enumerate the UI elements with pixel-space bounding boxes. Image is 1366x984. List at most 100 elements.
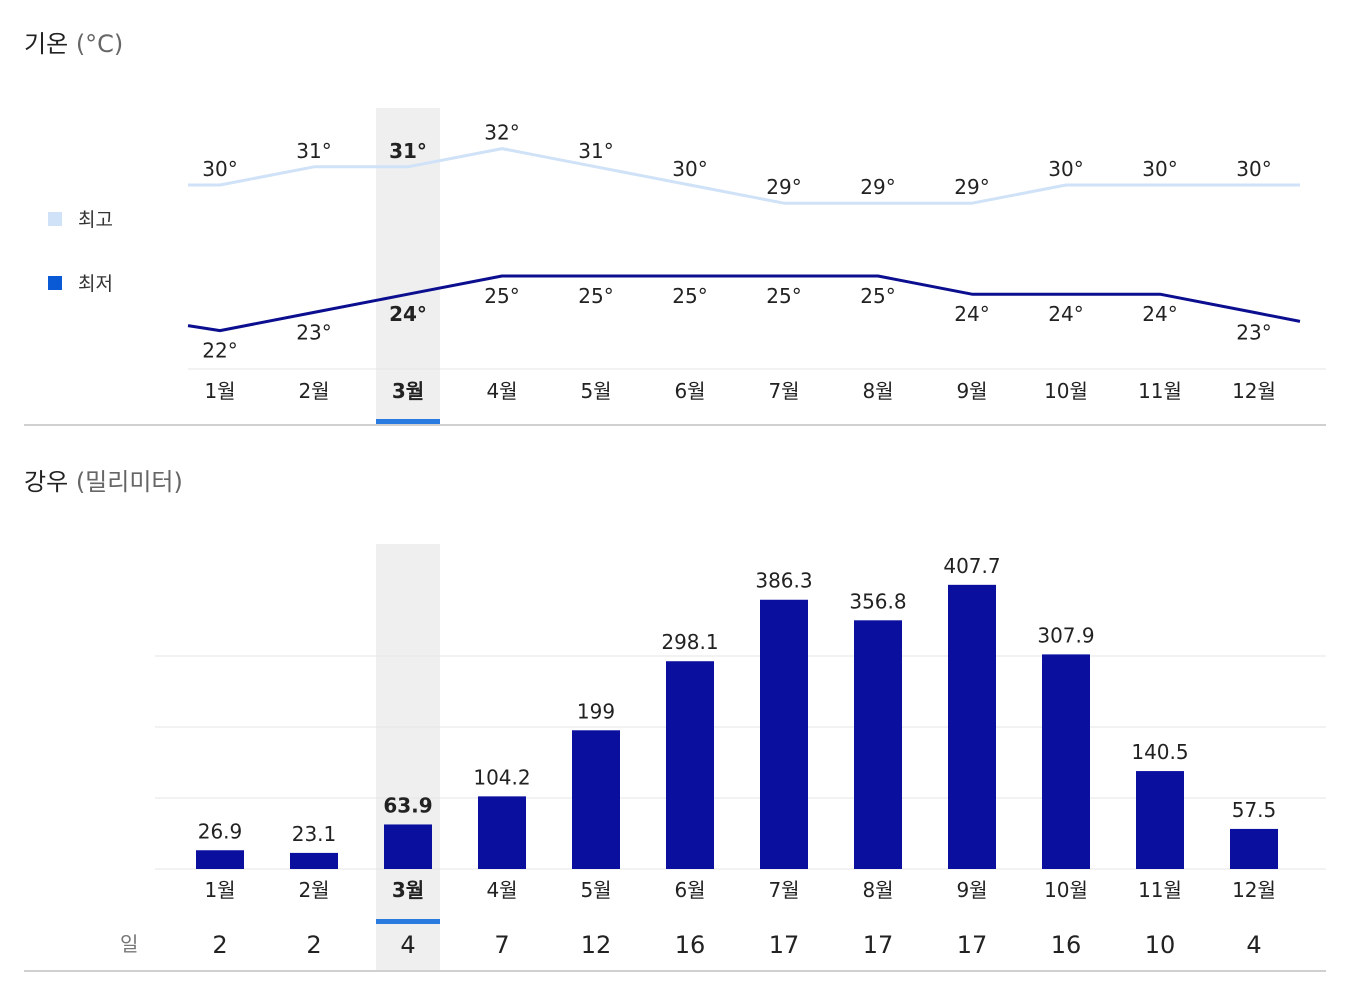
rainy-days-value: 17	[957, 931, 988, 959]
rain-month-label: 12월	[1232, 878, 1276, 902]
high-temp-label: 31°	[578, 139, 613, 163]
rainfall-title: 강우 (밀리미터)	[24, 468, 183, 496]
selected-month-indicator	[376, 919, 440, 924]
temp-month-label: 7월	[768, 379, 799, 403]
rainfall-bar	[290, 852, 338, 869]
high-temp-label: 30°	[672, 157, 707, 181]
rainfall-value-label: 356.8	[849, 589, 906, 613]
rainy-days-value: 17	[863, 931, 894, 959]
rain-month-label: 7월	[768, 878, 799, 902]
rainy-days-label: 일	[120, 932, 139, 956]
low-temp-label: 24°	[1048, 302, 1083, 326]
rainfall-value-label: 104.2	[473, 765, 530, 789]
temp-month-label: 10월	[1044, 379, 1088, 403]
temperature-chart: 30° 22° 1월 31° 23° 2월 31° 24° 3월 32° 25° 4월 31° 25° 5월…	[24, 108, 1326, 426]
rainfall-value-label: 26.9	[198, 819, 243, 843]
rain-month-label: 9월	[956, 878, 987, 902]
low-temp-label: 25°	[860, 284, 895, 308]
rainfall-value-label: 63.9	[383, 793, 432, 817]
high-temp-label: 29°	[766, 175, 801, 199]
temp-month-label: 4월	[486, 379, 517, 403]
low-temp-label: 24°	[954, 302, 989, 326]
rainfall-bar	[196, 850, 244, 869]
low-temp-label: 23°	[1236, 320, 1271, 344]
rainfall-bar	[1136, 771, 1184, 869]
rain-month-label: 5월	[580, 878, 611, 902]
rainy-days-value: 4	[1246, 931, 1261, 959]
temp-month-label: 5월	[580, 379, 611, 403]
temp-month-label: 8월	[862, 379, 893, 403]
high-temp-label: 30°	[1142, 157, 1177, 181]
rainfall-bar	[948, 584, 996, 869]
low-temp-label: 25°	[578, 284, 613, 308]
temp-month-label: 2월	[298, 379, 329, 403]
rainfall-value-label: 57.5	[1232, 798, 1277, 822]
low-temp-label: 25°	[766, 284, 801, 308]
legend-low-swatch	[48, 275, 62, 290]
high-temp-label: 31°	[389, 139, 427, 163]
rainfall-bar	[666, 661, 714, 869]
high-temp-label: 30°	[1048, 157, 1083, 181]
rainy-days-value: 16	[675, 931, 706, 959]
temp-month-label: 1월	[204, 379, 235, 403]
rainy-days-value: 10	[1145, 931, 1176, 959]
high-temp-label: 29°	[860, 175, 895, 199]
rainy-days-value: 7	[494, 931, 509, 959]
rainfall-value-label: 23.1	[292, 822, 337, 846]
rainfall-value-label: 386.3	[755, 569, 812, 593]
rainy-days-value: 2	[306, 931, 321, 959]
rain-month-label: 3월	[392, 878, 424, 902]
high-temp-line	[188, 147, 1300, 205]
rain-month-label: 10월	[1044, 878, 1088, 902]
legend-low-label: 최저	[78, 273, 113, 295]
low-temp-label: 24°	[1142, 302, 1177, 326]
rainy-days-value: 2	[212, 931, 227, 959]
selected-month-indicator	[376, 419, 440, 424]
legend-high-label: 최고	[78, 209, 113, 231]
low-temp-label: 25°	[484, 284, 519, 308]
rainfall-bar	[384, 824, 432, 869]
temp-month-label: 11월	[1138, 379, 1182, 403]
rainfall-value-label: 298.1	[661, 630, 718, 654]
high-temp-label: 29°	[954, 175, 989, 199]
selected-month-highlight	[376, 544, 440, 972]
rainfall-bar	[760, 599, 808, 869]
rainfall-bar	[1230, 828, 1278, 869]
selected-month-highlight	[376, 108, 440, 424]
rain-month-label: 1월	[204, 878, 235, 902]
rain-month-label: 2월	[298, 878, 329, 902]
low-temp-label: 24°	[389, 302, 427, 326]
legend-high: 최고	[48, 205, 113, 232]
high-temp-label: 30°	[202, 157, 237, 181]
low-temp-label: 22°	[202, 339, 237, 363]
rainfall-bar	[1042, 654, 1090, 869]
rainfall-value-label: 199	[577, 699, 615, 723]
low-temp-line	[187, 274, 1301, 333]
legend-low: 최저	[48, 269, 113, 296]
rain-month-label: 11월	[1138, 878, 1182, 902]
rainfall-bar	[854, 620, 902, 869]
high-temp-label: 31°	[296, 139, 331, 163]
rainy-days-value: 16	[1051, 931, 1082, 959]
rainfall-bar	[572, 730, 620, 869]
rainfall-value-label: 407.7	[943, 554, 1000, 578]
rain-month-label: 4월	[486, 878, 517, 902]
high-temp-label: 30°	[1236, 157, 1271, 181]
temp-month-label: 9월	[956, 379, 987, 403]
rainfall-value-label: 307.9	[1037, 623, 1094, 647]
high-temp-label: 32°	[484, 121, 519, 145]
low-temp-label: 25°	[672, 284, 707, 308]
low-temp-label: 23°	[296, 320, 331, 344]
rain-month-label: 8월	[862, 878, 893, 902]
temp-month-label: 6월	[674, 379, 705, 403]
rainfall-value-label: 140.5	[1131, 740, 1188, 764]
rain-month-label: 6월	[674, 878, 705, 902]
rainy-days-value: 4	[400, 931, 415, 959]
rainfall-bar	[478, 796, 526, 869]
rainy-days-value: 12	[581, 931, 612, 959]
legend-high-swatch	[48, 211, 62, 226]
temp-month-label: 12월	[1232, 379, 1276, 403]
rainy-days-value: 17	[769, 931, 800, 959]
temp-month-label: 3월	[392, 379, 424, 403]
